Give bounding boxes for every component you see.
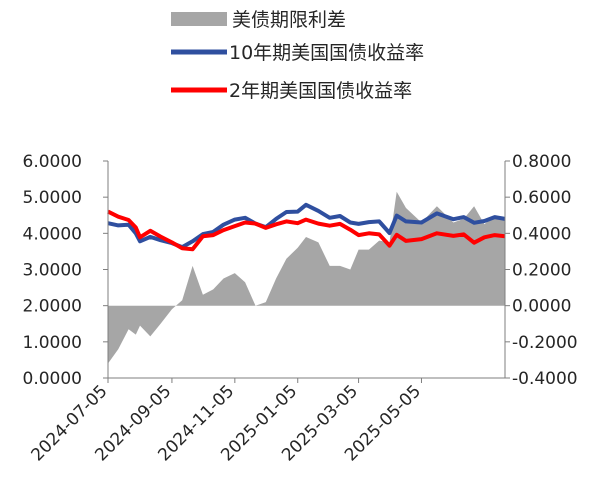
- legend: 美债期限利差 10年期美国国债收益率 2年期美国国债收益率: [171, 9, 424, 102]
- yield-2y-line: [107, 209, 506, 252]
- legend-10y-label: 10年期美国国债收益率: [229, 42, 424, 64]
- left-tick-label: 1.0000: [23, 333, 82, 353]
- left-axis: 0.0000 1.0000 2.0000 3.0000 4.0000 5.0000 6.00…: [23, 152, 109, 389]
- legend-spread-label: 美债期限利差: [232, 9, 346, 31]
- right-tick-label: 0.2000: [512, 261, 571, 281]
- x-axis: 2024-07-052024-09-052024-11-052025-01-05…: [28, 377, 505, 465]
- right-tick-label: -0.4000: [512, 369, 578, 389]
- right-tick-label: 0.4000: [512, 224, 571, 244]
- left-tick-label: 0.0000: [23, 369, 82, 389]
- right-tick-label: -0.2000: [512, 333, 578, 353]
- left-tick-label: 5.0000: [23, 188, 82, 208]
- left-tick-label: 2.0000: [23, 297, 82, 317]
- legend-spread-swatch: [171, 12, 227, 26]
- left-tick-label: 4.0000: [23, 224, 82, 244]
- left-tick-label: 3.0000: [23, 261, 82, 281]
- right-axis: -0.4000 -0.2000 0.0000 0.2000 0.4000 0.6000 0.…: [504, 152, 578, 389]
- left-tick-label: 6.0000: [23, 152, 82, 172]
- legend-2y-label: 2年期美国国债收益率: [229, 80, 412, 102]
- yield-10y-line: [107, 202, 506, 250]
- plot-area: [107, 191, 506, 364]
- spread-area: [108, 191, 505, 364]
- right-tick-label: 0.8000: [512, 152, 571, 172]
- right-tick-label: 0.0000: [512, 297, 571, 317]
- right-tick-label: 0.6000: [512, 188, 571, 208]
